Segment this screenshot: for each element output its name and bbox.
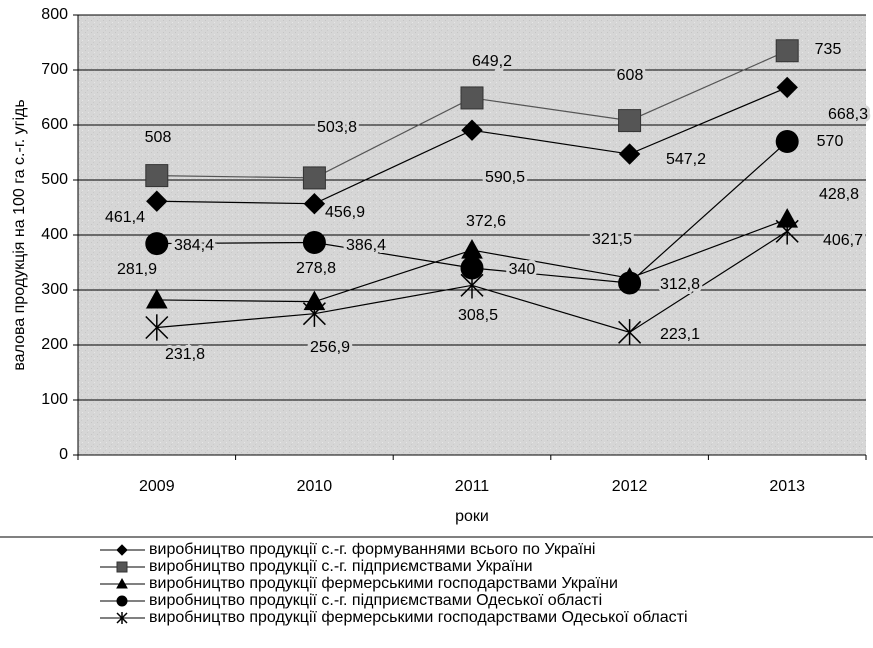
marker (145, 164, 169, 188)
legend-label: виробництво продукції с.-г. підприємства… (149, 592, 602, 609)
marker (303, 192, 326, 215)
x-tick-label: 2013 (769, 478, 805, 495)
value-label: 608 (617, 67, 644, 84)
x-tick-label: 2009 (139, 478, 175, 495)
marker (116, 577, 128, 589)
legend-label: виробництво продукції с.-г. підприємства… (149, 558, 533, 575)
x-axis-label: роки (455, 508, 489, 525)
x-tick-label: 2010 (297, 478, 333, 495)
value-label: 428,8 (819, 186, 859, 203)
value-label: 256,9 (310, 339, 350, 356)
marker (460, 272, 484, 299)
value-label: 321,5 (592, 231, 632, 248)
x-tick-label: 2011 (455, 478, 490, 495)
value-label: 384,4 (174, 237, 214, 254)
marker (302, 166, 326, 190)
value-label: 406,7 (823, 232, 863, 249)
marker (302, 230, 326, 254)
y-tick-label: 300 (41, 281, 68, 298)
marker (618, 319, 642, 346)
marker (618, 271, 642, 295)
marker (461, 119, 483, 141)
marker (775, 39, 799, 63)
value-label: 668,3 (828, 106, 868, 123)
x-tick-label: 2012 (612, 478, 648, 495)
value-label: 735 (815, 41, 842, 58)
y-tick-label: 500 (41, 171, 68, 188)
value-label: 461,4 (105, 209, 145, 226)
marker (116, 561, 128, 573)
marker (146, 190, 168, 212)
marker (302, 300, 326, 327)
marker (145, 288, 168, 309)
y-tick-label: 800 (41, 6, 68, 23)
marker (618, 109, 642, 133)
y-axis-label: валова продукція на 100 га с.-г. угідь (11, 99, 28, 370)
y-tick-label: 400 (41, 226, 68, 243)
value-label: 649,2 (472, 53, 512, 70)
value-label: 508 (145, 129, 172, 146)
value-label: 340 (509, 261, 536, 278)
value-label: 231,8 (165, 346, 205, 363)
marker (775, 130, 799, 153)
value-label: 570 (817, 133, 844, 150)
value-label: 223,1 (660, 326, 700, 343)
marker (116, 612, 128, 624)
y-tick-label: 0 (59, 446, 68, 463)
marker (116, 544, 128, 556)
marker (116, 595, 128, 607)
value-label: 372,6 (466, 213, 506, 230)
marker (776, 76, 798, 99)
marker (460, 86, 484, 110)
marker (145, 314, 169, 341)
value-label: 281,9 (117, 261, 157, 278)
y-tick-label: 700 (41, 61, 68, 78)
y-tick-label: 600 (41, 116, 68, 133)
value-label: 312,8 (660, 276, 700, 293)
marker (775, 218, 799, 245)
value-label: 503,8 (317, 119, 357, 136)
y-tick-label: 200 (41, 336, 68, 353)
marker (145, 232, 169, 256)
value-label: 590,5 (485, 169, 525, 186)
value-label: 308,5 (458, 307, 498, 324)
legend-label: виробництво продукції фермерськими госпо… (149, 575, 618, 592)
value-label: 386,4 (346, 237, 386, 254)
legend-label: виробництво продукції с.-г. формуваннями… (149, 541, 595, 558)
legend-label: виробництво продукції фермерськими госпо… (149, 609, 688, 626)
value-label: 278,8 (296, 260, 336, 277)
value-label: 547,2 (666, 151, 706, 168)
marker (618, 143, 641, 165)
y-tick-label: 100 (41, 391, 68, 408)
value-label: 456,9 (325, 204, 365, 221)
